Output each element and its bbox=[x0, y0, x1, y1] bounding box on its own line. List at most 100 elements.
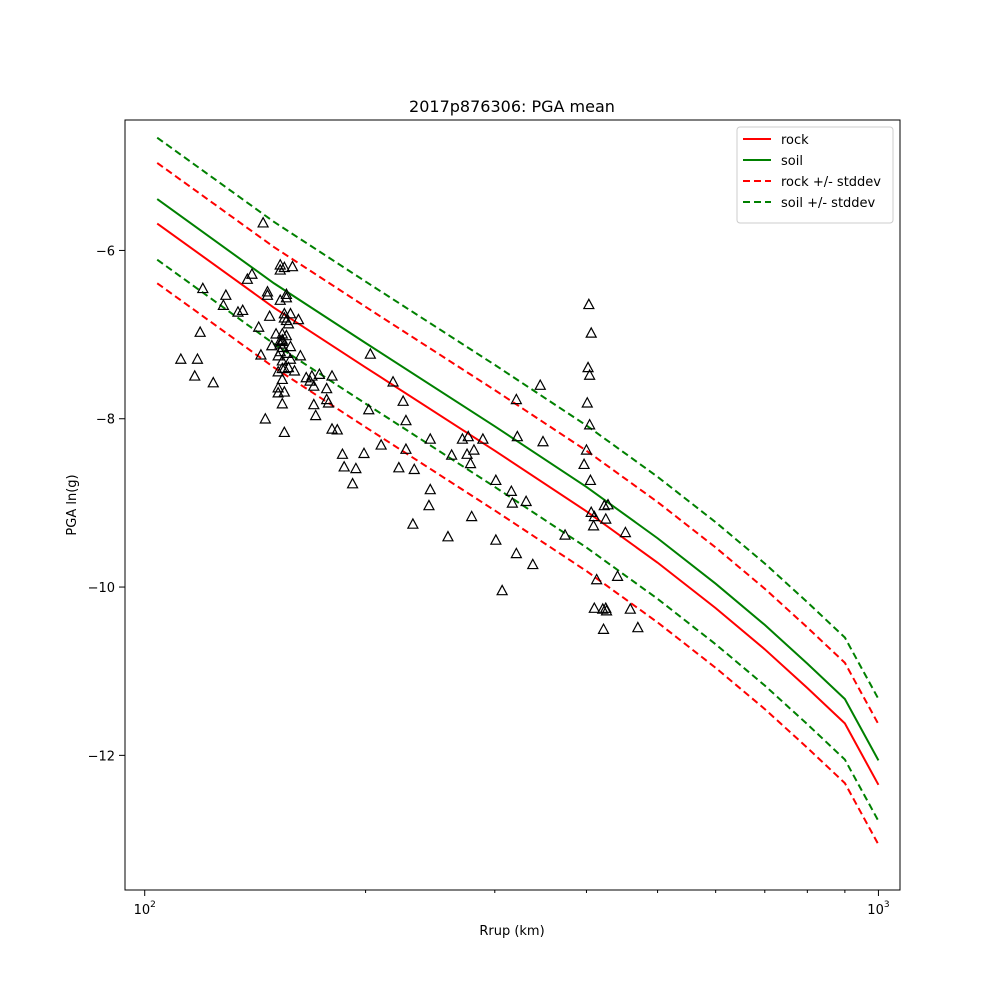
data-point bbox=[278, 307, 291, 319]
data-point bbox=[584, 473, 597, 486]
data-point bbox=[619, 526, 632, 538]
data-point bbox=[583, 368, 596, 380]
data-point bbox=[278, 425, 291, 438]
data-point bbox=[506, 496, 519, 508]
data-point bbox=[282, 361, 295, 373]
data-point bbox=[408, 462, 421, 475]
data-point bbox=[272, 381, 285, 393]
data-point bbox=[280, 329, 293, 341]
legend-box bbox=[736, 126, 894, 224]
data-point bbox=[309, 409, 322, 421]
data-point bbox=[580, 443, 593, 455]
data-point bbox=[331, 423, 344, 435]
legend-label-rock-stddev: rock +/- stddev bbox=[781, 175, 881, 190]
data-point bbox=[313, 367, 326, 379]
x-axis: 102 103 bbox=[134, 890, 890, 918]
x-axis-label: Rrup (km) bbox=[479, 924, 544, 939]
chart-title: 2017p876306: PGA mean bbox=[409, 97, 615, 116]
data-point bbox=[245, 267, 258, 279]
series-lines bbox=[156, 136, 880, 846]
data-point bbox=[581, 396, 594, 408]
data-point bbox=[357, 446, 370, 459]
data-point bbox=[284, 307, 297, 319]
data-point bbox=[336, 447, 349, 459]
series-line-stddev-band-5 bbox=[156, 258, 880, 822]
data-point bbox=[207, 376, 220, 388]
data-point bbox=[587, 519, 600, 531]
data-point bbox=[276, 372, 289, 385]
data-point bbox=[280, 291, 293, 303]
data-point bbox=[194, 325, 207, 337]
data-point bbox=[196, 282, 209, 294]
series-line-stddev-band-3 bbox=[156, 282, 880, 846]
data-point bbox=[399, 442, 412, 454]
data-point bbox=[346, 477, 359, 489]
data-point bbox=[326, 369, 339, 381]
data-point bbox=[288, 364, 301, 376]
data-point bbox=[599, 512, 612, 524]
data-point bbox=[489, 473, 502, 486]
data-point bbox=[489, 533, 502, 545]
data-point bbox=[465, 510, 478, 522]
y-tick-label: −10 bbox=[88, 581, 115, 596]
data-point bbox=[294, 349, 307, 361]
data-point bbox=[510, 393, 523, 405]
data-point bbox=[217, 298, 230, 310]
data-point bbox=[364, 347, 377, 359]
data-point bbox=[578, 457, 591, 470]
data-point bbox=[307, 379, 320, 391]
data-point bbox=[397, 394, 410, 406]
y-axis-label: PGA ln(g) bbox=[65, 474, 80, 535]
data-point bbox=[424, 483, 437, 495]
data-point bbox=[536, 435, 550, 447]
data-point bbox=[259, 412, 272, 424]
data-point bbox=[278, 261, 291, 273]
data-point bbox=[305, 369, 318, 381]
data-point bbox=[600, 604, 613, 616]
legend-label-soil: soil bbox=[781, 154, 803, 169]
data-point bbox=[292, 313, 305, 325]
y-tick-label: −12 bbox=[88, 749, 115, 764]
data-point bbox=[582, 298, 595, 310]
data-point bbox=[464, 457, 477, 469]
data-point bbox=[276, 354, 289, 366]
data-point bbox=[219, 288, 232, 300]
data-point bbox=[280, 287, 293, 300]
y-axis: −6 −8 −10 −12 bbox=[88, 244, 125, 764]
data-point bbox=[445, 448, 458, 460]
data-point bbox=[280, 346, 293, 358]
data-point bbox=[252, 320, 265, 332]
data-point bbox=[276, 340, 289, 353]
data-point bbox=[631, 621, 644, 633]
series-line-soil-stddev-4 bbox=[156, 136, 880, 700]
data-point bbox=[462, 430, 475, 442]
data-point bbox=[322, 396, 335, 408]
data-point bbox=[320, 382, 333, 394]
data-point bbox=[611, 569, 624, 581]
data-point bbox=[174, 352, 187, 364]
data-point bbox=[588, 601, 601, 613]
series-line-rock-stddev-2 bbox=[156, 162, 880, 725]
data-point bbox=[282, 317, 295, 329]
y-tick-label: −6 bbox=[96, 244, 115, 259]
data-point bbox=[559, 528, 572, 540]
data-point bbox=[520, 494, 533, 507]
data-point bbox=[602, 498, 615, 510]
data-point bbox=[375, 438, 388, 450]
series-line-rock-0 bbox=[156, 222, 880, 786]
data-point bbox=[505, 484, 518, 496]
data-point bbox=[582, 361, 595, 373]
plot-frame bbox=[124, 119, 901, 891]
data-point bbox=[496, 584, 509, 596]
data-point bbox=[598, 499, 611, 511]
data-point bbox=[265, 339, 278, 351]
data-point bbox=[191, 352, 204, 364]
data-point bbox=[590, 573, 603, 585]
data-points bbox=[174, 216, 644, 634]
data-point bbox=[597, 622, 610, 634]
data-point bbox=[526, 558, 539, 570]
x-tick-label: 103 bbox=[867, 900, 889, 918]
data-point bbox=[254, 348, 267, 360]
data-point bbox=[338, 460, 351, 472]
data-point bbox=[624, 602, 637, 614]
